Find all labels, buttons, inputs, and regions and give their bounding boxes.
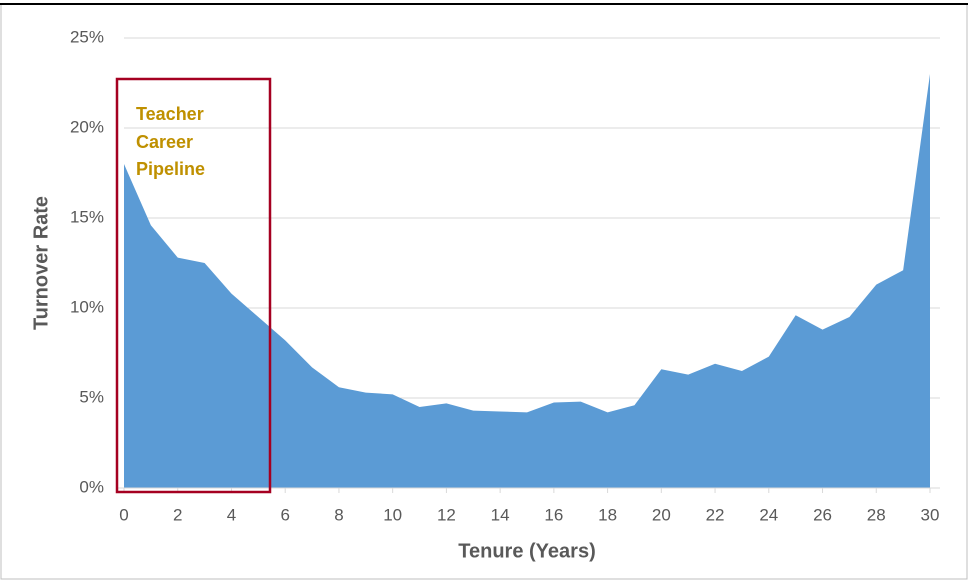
x-tick-label: 4 bbox=[227, 505, 236, 524]
area bbox=[124, 74, 930, 488]
annotation: Career bbox=[136, 132, 193, 152]
x-tick-label: 0 bbox=[119, 505, 128, 524]
x-tick-label: 28 bbox=[867, 505, 886, 524]
x-tick-label: 30 bbox=[921, 505, 940, 524]
x-tick-label: 24 bbox=[759, 505, 778, 524]
highlight-box bbox=[115, 77, 272, 494]
y-tick-label: 10% bbox=[70, 297, 104, 316]
x-tick-label: 22 bbox=[706, 505, 725, 524]
y-tick-label: 0% bbox=[79, 477, 104, 496]
plot: 0%5%10%15%20%25%0 2 4 6 8 10 12 14 16 18 20 22 24 26 2… bbox=[70, 27, 940, 524]
x-tick-label: 16 bbox=[544, 505, 563, 524]
x-tick-label: 10 bbox=[383, 505, 402, 524]
x-tick-label: 2 bbox=[173, 505, 182, 524]
x-tick-label: 26 bbox=[813, 505, 832, 524]
annotation: Pipeline bbox=[136, 159, 205, 179]
x-tick-label: 12 bbox=[437, 505, 456, 524]
x-tick-label: 18 bbox=[598, 505, 617, 524]
x-tick-label: 14 bbox=[491, 505, 510, 524]
x-tick-label: 20 bbox=[652, 505, 671, 524]
x-tick-label: 8 bbox=[334, 505, 343, 524]
y-tick-label: 25% bbox=[70, 27, 104, 46]
x-tick-label: 6 bbox=[280, 505, 289, 524]
y-tick-label: 20% bbox=[70, 117, 104, 136]
y-tick-label: 15% bbox=[70, 207, 104, 226]
y-tick-label: 5% bbox=[79, 387, 104, 406]
y-axis-title: Turnover Rate bbox=[30, 196, 52, 330]
annotation: Teacher bbox=[136, 104, 204, 124]
x-axis-title: Tenure (Years) bbox=[458, 540, 595, 562]
